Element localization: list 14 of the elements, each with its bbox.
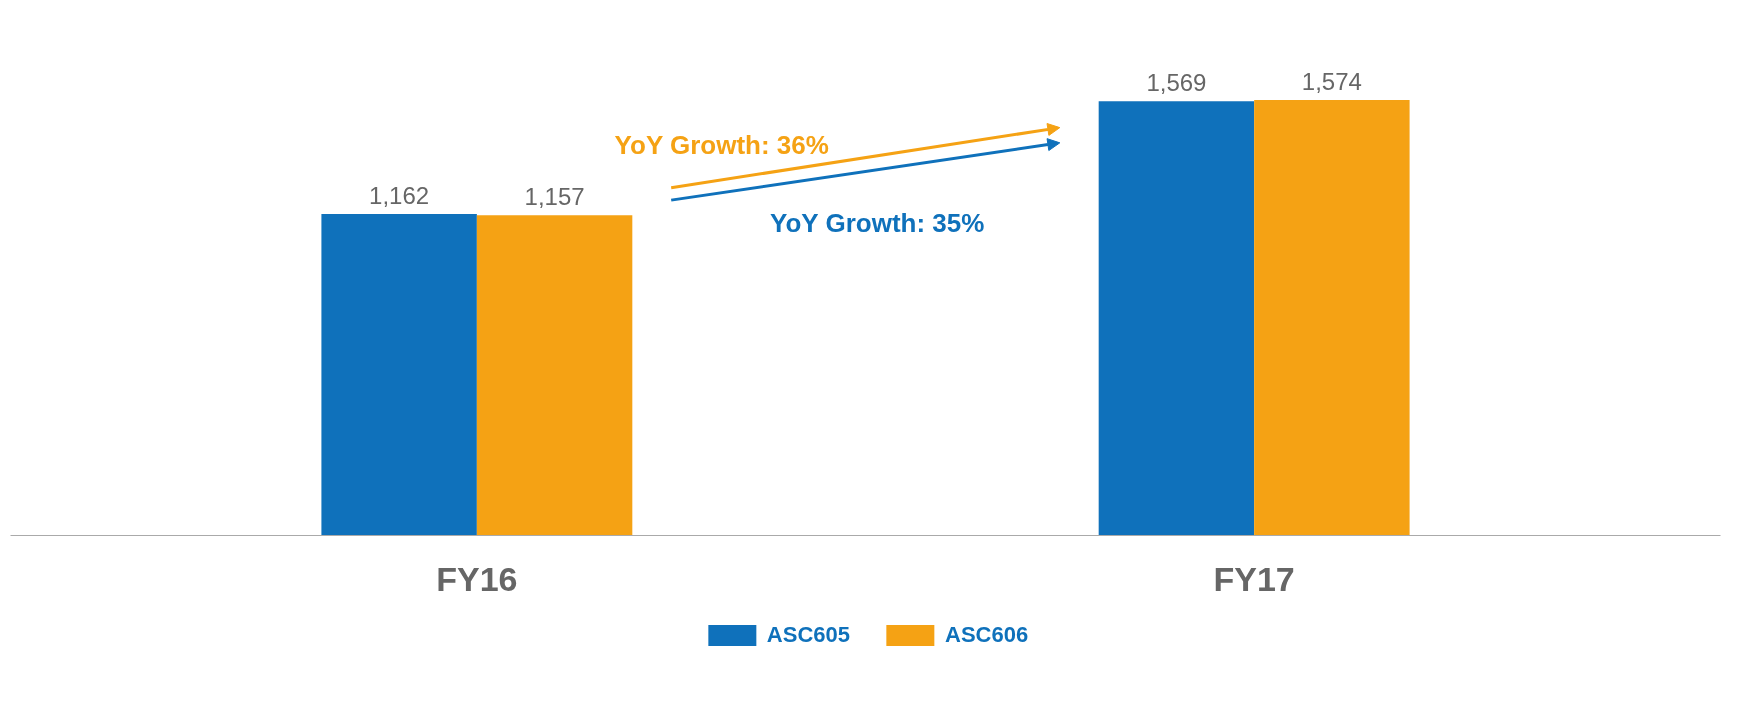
- annotation: YoY Growth: 36%: [614, 129, 829, 160]
- x-tick-label: FY16: [436, 559, 518, 598]
- data-label: 1,157: [524, 183, 585, 211]
- data-label: 1,162: [369, 181, 430, 209]
- data-label: 1,569: [1146, 69, 1207, 97]
- data-label: 1,574: [1301, 67, 1362, 95]
- x-tick-label: FY17: [1213, 559, 1295, 598]
- legend-label: ASC605: [766, 622, 850, 648]
- annotation: YoY Growth: 35%: [770, 208, 985, 239]
- bar: [476, 215, 633, 536]
- bar: [1254, 99, 1410, 536]
- legend-label: ASC606: [945, 622, 1029, 648]
- bar: [321, 213, 477, 536]
- bar: [1098, 101, 1255, 536]
